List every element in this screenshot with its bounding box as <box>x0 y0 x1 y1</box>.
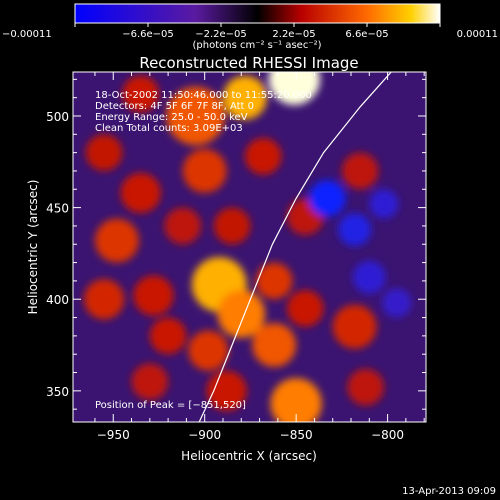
emission-source <box>131 363 169 400</box>
emission-source <box>222 75 267 120</box>
emission-source <box>182 149 227 193</box>
colorbar-tick-label: 2.2e−05 <box>272 29 315 40</box>
emission-sources <box>83 72 412 422</box>
emission-source <box>120 172 161 214</box>
x-tick-label: −950 <box>97 428 130 442</box>
emission-source <box>166 86 225 146</box>
emission-source <box>85 134 123 171</box>
x-tick-label: −850 <box>280 428 313 442</box>
solar-limb-curve <box>198 72 392 422</box>
y-tick-label: 350 <box>46 385 69 399</box>
emission-source <box>217 290 266 338</box>
colorbar-tick-label: −0.00011 <box>2 29 52 40</box>
emission-source <box>308 180 346 217</box>
footer-date: 13-Apr-2013 09:09 <box>402 486 496 497</box>
emission-source <box>244 138 282 175</box>
y-axis-label: Heliocentric Y (arcsec) <box>26 180 40 315</box>
colorbar-tick-label: −6.6e−05 <box>122 29 174 40</box>
emission-source <box>255 262 293 300</box>
emission-source <box>369 189 399 219</box>
emission-source <box>347 368 384 406</box>
emission-source <box>213 207 251 245</box>
emission-source <box>252 323 297 367</box>
colorbar-tick-label: 6.6e−05 <box>345 29 388 40</box>
emission-source <box>382 288 412 318</box>
x-axis-label: Heliocentric X (arcsec) <box>181 449 317 463</box>
colorbar-tick-label: −2.2e−05 <box>195 29 247 40</box>
emission-source <box>286 290 324 327</box>
emission-source <box>83 279 125 320</box>
emission-source <box>268 72 320 105</box>
colorbar-tick-label: 0.00011 <box>457 29 498 40</box>
x-tick-label: −800 <box>371 428 404 442</box>
image-area <box>73 72 426 422</box>
emission-source <box>122 75 159 113</box>
emission-source <box>270 378 322 422</box>
annotation-energy-range: Energy Range: 25.0 - 50.0 keV <box>95 112 248 123</box>
colorbar <box>74 3 441 24</box>
emission-source <box>94 218 139 263</box>
plot-frame <box>72 71 427 423</box>
colorbar-ticks: −0.00011 −6.6e−05 −2.2e−05 2.2e−05 6.6e−05 0.… <box>2 23 498 40</box>
x-tick-label: −900 <box>188 428 221 442</box>
emission-source <box>338 213 372 247</box>
emission-source <box>149 317 187 355</box>
y-axis: 350 400 450 500 <box>46 78 426 410</box>
x-axis: −950 −900 −850 −800 <box>94 72 425 442</box>
annotation-detectors: Detectors: 4F 5F 6F 7F 8F, Att 0 <box>95 101 254 112</box>
colorbar-unit-label: (photons cm⁻² s⁻¹ asec⁻²) <box>192 40 321 51</box>
emission-source <box>133 275 174 316</box>
peak-position-label: Position of Peak = [−851,520] <box>95 400 246 411</box>
emission-source <box>206 370 247 411</box>
emission-source <box>188 330 229 371</box>
annotation-clean-counts: Clean Total counts: 3.09E+03 <box>95 123 243 134</box>
y-tick-label: 500 <box>46 110 69 124</box>
chart-title: Reconstructed RHESSI Image <box>139 54 358 72</box>
emission-source <box>352 260 386 294</box>
emission-source <box>341 152 379 190</box>
y-tick-label: 400 <box>46 293 69 307</box>
emission-source <box>164 207 202 245</box>
emission-source <box>332 304 377 349</box>
y-tick-label: 450 <box>46 202 69 216</box>
annotation-time-range: 18-Oct-2002 11:50:46.000 to 11:55:20.000 <box>95 90 312 101</box>
